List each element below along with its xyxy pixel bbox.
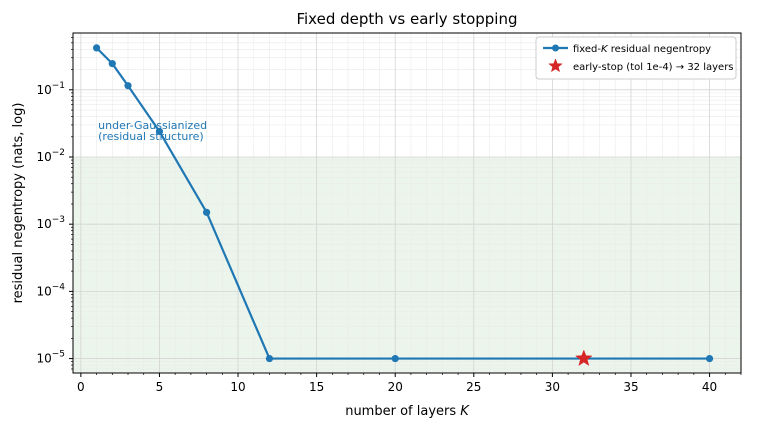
- y-tick-label: 10−5: [36, 350, 65, 366]
- data-point: [705, 354, 714, 363]
- y-axis-label: residual negentropy (nats, log): [11, 103, 26, 304]
- data-point: [124, 82, 132, 90]
- x-tick-label: 20: [388, 380, 403, 394]
- y-tick-label: 10−3: [36, 215, 65, 231]
- legend-box: [535, 36, 737, 80]
- chart-title: Fixed depth vs early stopping: [296, 10, 517, 28]
- x-tick-label: 0: [77, 380, 85, 394]
- x-tick-label: 35: [623, 380, 638, 394]
- x-tick-label: 5: [156, 380, 164, 394]
- legend-marker-swatch: [552, 44, 559, 52]
- data-point: [203, 208, 211, 216]
- x-axis-label-var: K: [460, 404, 470, 419]
- annotation: under-Gaussianized (residual structure): [98, 119, 207, 143]
- series-layer: [92, 44, 714, 367]
- legend: fixed-K residual negentropy early-stop (…: [535, 36, 737, 80]
- x-axis-label: number of layers K: [345, 404, 470, 419]
- y-tick-label: 10−2: [36, 148, 65, 164]
- legend-star-swatch: [548, 58, 563, 73]
- legend-marker-label: early-stop (tol 1e-4) → 32 layers: [573, 62, 734, 73]
- data-point: [155, 127, 164, 136]
- plot-frame: [72, 32, 742, 374]
- early-stop-marker: [575, 349, 593, 367]
- x-tick-label: 40: [702, 380, 717, 394]
- x-axis-ticks: 0 5 10 15 20 25 30 35 40: [77, 373, 742, 394]
- y-tick-label: 10−4: [36, 282, 65, 298]
- annotation-line-2: (residual structure): [98, 130, 204, 143]
- data-point: [265, 354, 274, 363]
- x-tick-label: 30: [545, 380, 560, 394]
- x-tick-label: 10: [230, 380, 245, 394]
- shaded-region: [73, 156, 741, 373]
- y-axis-ticks: 10−1 10−2 10−3 10−4 10−5: [36, 37, 73, 370]
- x-tick-label: 25: [466, 380, 481, 394]
- legend-series-label: fixed-K residual negentropy: [573, 44, 711, 55]
- annotation-line-1: under-Gaussianized: [98, 119, 207, 132]
- data-point: [391, 354, 399, 363]
- data-point: [108, 60, 116, 68]
- x-tick-label: 15: [309, 380, 324, 394]
- data-point: [92, 44, 101, 52]
- y-tick-label: 10−1: [36, 81, 65, 97]
